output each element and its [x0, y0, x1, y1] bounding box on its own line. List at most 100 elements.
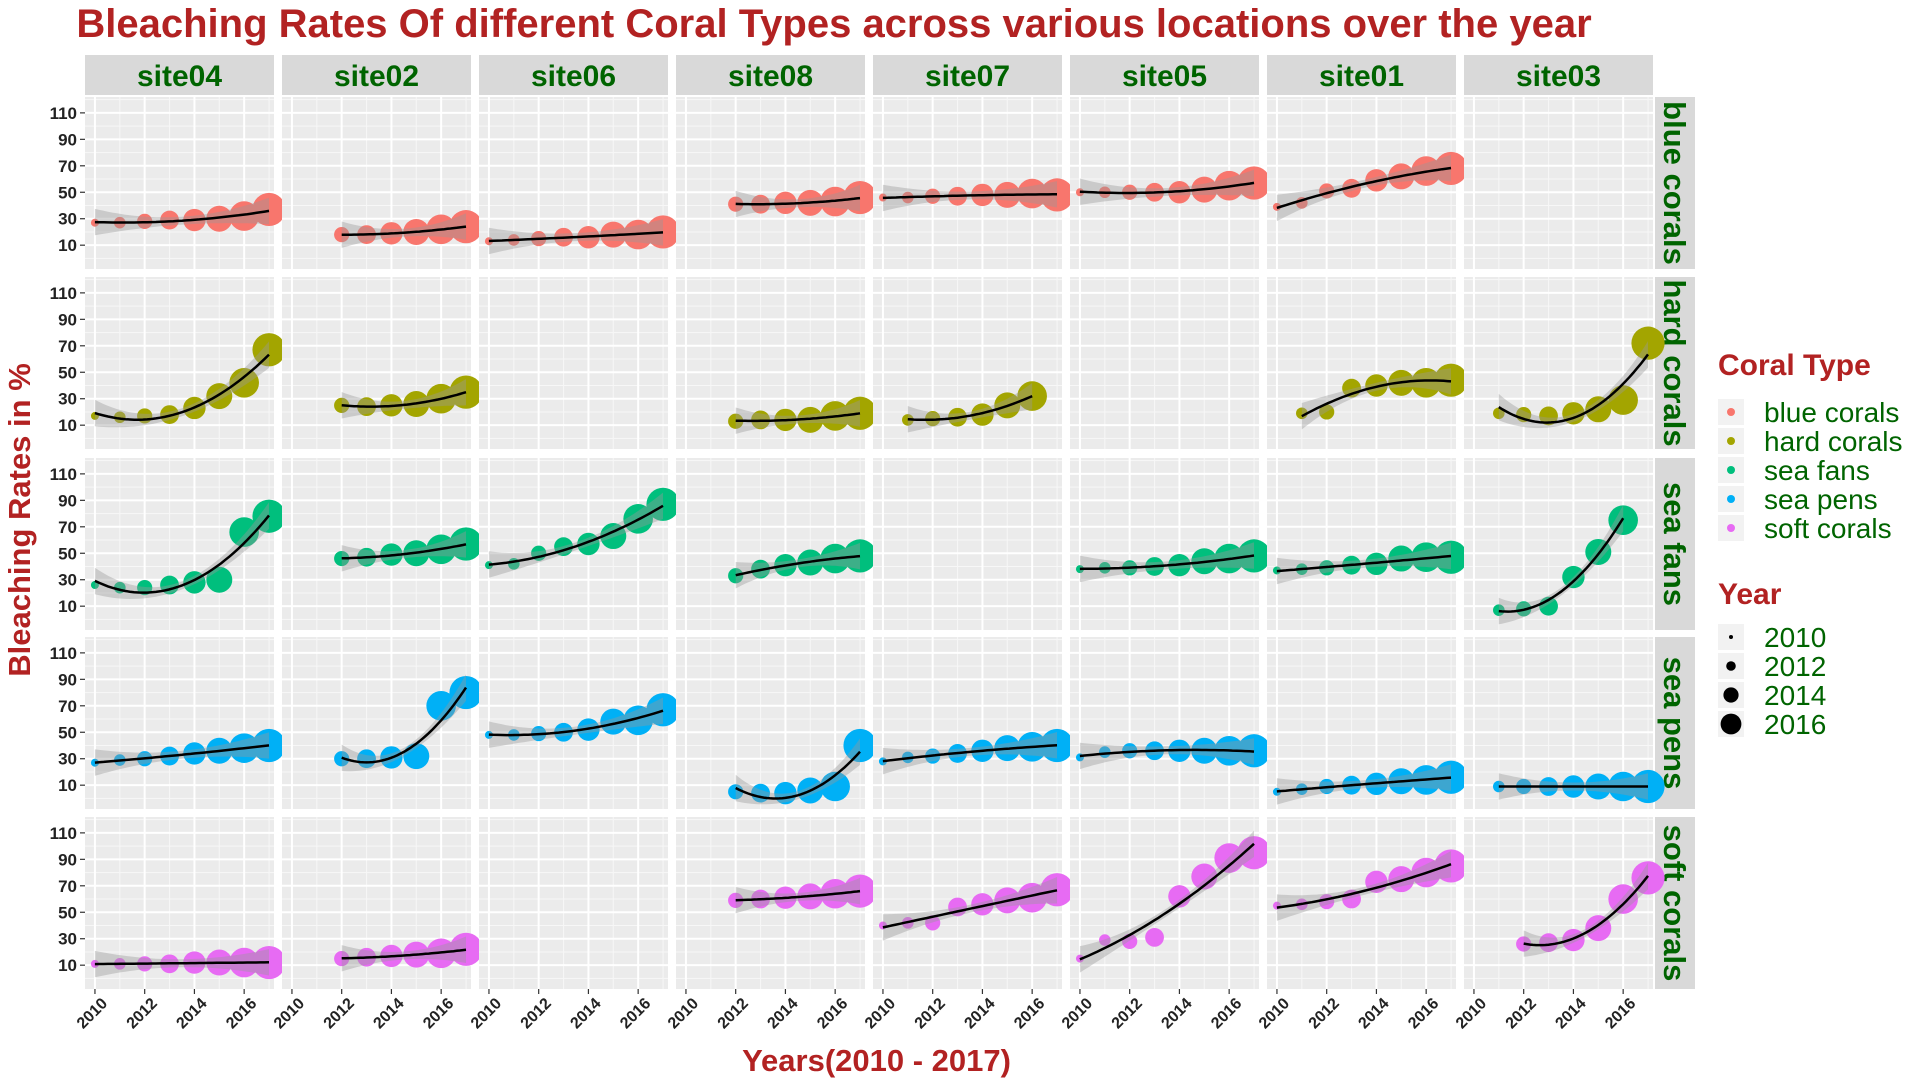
y-tick-label: 50: [58, 903, 77, 922]
panel-site02-soft-corals: [282, 817, 483, 989]
legend-key-dot: [1723, 687, 1739, 703]
smooth-line: [94, 514, 270, 594]
y-tick-label: 30: [58, 930, 77, 949]
legend-title-size: Year: [1718, 578, 1782, 611]
y-tick-label: 70: [58, 518, 77, 537]
data-point: [449, 210, 483, 244]
confidence-band: [735, 184, 860, 218]
facet-header-site02: site02: [282, 55, 471, 95]
panel-site08-sea-fans: [676, 458, 877, 630]
panel-site06-soft-corals: [479, 817, 668, 989]
facet-header-label: site08: [728, 60, 813, 93]
smooth-line: [488, 709, 664, 737]
confidence-band: [341, 936, 466, 972]
facet-strip-box: [1655, 817, 1695, 989]
panel-background: [85, 97, 274, 269]
panel-background: [1070, 637, 1259, 809]
facet-strip-blue-corals: blue corals: [1655, 97, 1695, 269]
facet-header-box: [676, 55, 865, 95]
facet-header-label: site05: [1122, 60, 1207, 93]
x-tick-label: 2010: [271, 995, 308, 1032]
panel-site07-sea-fans: [873, 458, 1062, 630]
smooth-line: [341, 686, 468, 764]
facet-strip-sea-fans: sea fans: [1655, 458, 1695, 630]
panel-site08-hard-corals: [676, 277, 877, 449]
smooth-line: [735, 750, 861, 800]
legend-item-sea-fans: sea fans: [1718, 455, 1870, 486]
confidence-band: [1079, 542, 1254, 583]
y-tick-label: 10: [58, 956, 77, 975]
panel-site06-hard-corals: [479, 277, 668, 449]
x-tick-label: 2012: [518, 995, 555, 1032]
panel-site04-sea-pens: [85, 637, 286, 809]
panel-site03-sea-pens: [1464, 637, 1665, 809]
data-point: [1608, 385, 1638, 415]
panel-site05-sea-fans: [1070, 458, 1271, 630]
smooth-line: [1498, 517, 1625, 613]
facet-header-label: site02: [334, 60, 419, 93]
facet-header-site03: site03: [1464, 55, 1653, 95]
y-tick-label: 110: [50, 465, 77, 484]
data-point: [820, 771, 850, 802]
confidence-band: [735, 877, 860, 914]
data-point: [229, 517, 259, 547]
smooth-line: [94, 744, 270, 764]
facet-strip-label: sea fans: [1657, 482, 1692, 606]
smooth-line: [882, 889, 1058, 929]
facet-header-label: site03: [1516, 60, 1601, 93]
facet-strip-hard-corals: hard corals: [1655, 277, 1695, 449]
data-point: [971, 403, 994, 426]
facet-header-label: site01: [1319, 60, 1404, 93]
data-point: [1017, 381, 1047, 411]
facet-header-site07: site07: [873, 55, 1062, 95]
x-tick-label: 2010: [1256, 995, 1293, 1032]
panel-site02-blue-corals: [282, 97, 483, 269]
panel-background: [1464, 97, 1653, 269]
data-point: [623, 705, 653, 736]
panel-background: [1464, 458, 1653, 630]
facet-header-box: [1464, 55, 1653, 95]
confidence-band: [94, 502, 270, 599]
data-point: [1145, 928, 1164, 947]
facet-header-site06: site06: [479, 55, 668, 95]
smooth-line: [341, 543, 467, 560]
data-point: [1296, 407, 1308, 420]
data-point: [1099, 934, 1111, 946]
data-point: [1434, 849, 1468, 883]
confidence-band: [94, 197, 270, 236]
panel-site07-blue-corals: [873, 97, 1074, 269]
data-point: [1319, 404, 1335, 420]
x-tick-label: 2014: [567, 995, 604, 1032]
panel-site07-sea-pens: [873, 637, 1074, 809]
panel-background: [873, 458, 1062, 630]
x-tick-label: 2014: [1552, 995, 1589, 1032]
x-tick-label: 2012: [1109, 995, 1146, 1032]
smooth-line: [735, 889, 861, 902]
y-tick-label: 10: [58, 416, 77, 435]
smooth-line: [1276, 863, 1452, 909]
legend-size-item-2012: 2012: [1718, 651, 1826, 682]
x-tick-label: 2014: [764, 995, 801, 1032]
confidence-band: [1079, 738, 1254, 770]
y-tick-label: 70: [58, 157, 77, 176]
legend-size-item-2016: 2016: [1718, 709, 1826, 740]
data-point: [334, 550, 350, 567]
x-tick-label: 2010: [665, 995, 702, 1032]
x-tick-label: 2010: [1453, 995, 1490, 1032]
x-tick-label: 2014: [1158, 995, 1195, 1032]
confidence-band: [1079, 169, 1254, 205]
facet-header-label: site04: [137, 60, 222, 93]
y-tick-label: 30: [58, 750, 77, 769]
facet-header-site08: site08: [676, 55, 865, 95]
legend-key-dot: [1727, 466, 1735, 474]
panel-site08-soft-corals: [676, 817, 877, 989]
smooth-line: [907, 395, 1033, 422]
panel-background: [85, 637, 274, 809]
panel-background: [1267, 277, 1456, 449]
data-point: [160, 210, 179, 230]
panel-site01-hard-corals: [1267, 277, 1468, 449]
panel-background: [282, 277, 471, 449]
data-point: [1562, 928, 1585, 952]
